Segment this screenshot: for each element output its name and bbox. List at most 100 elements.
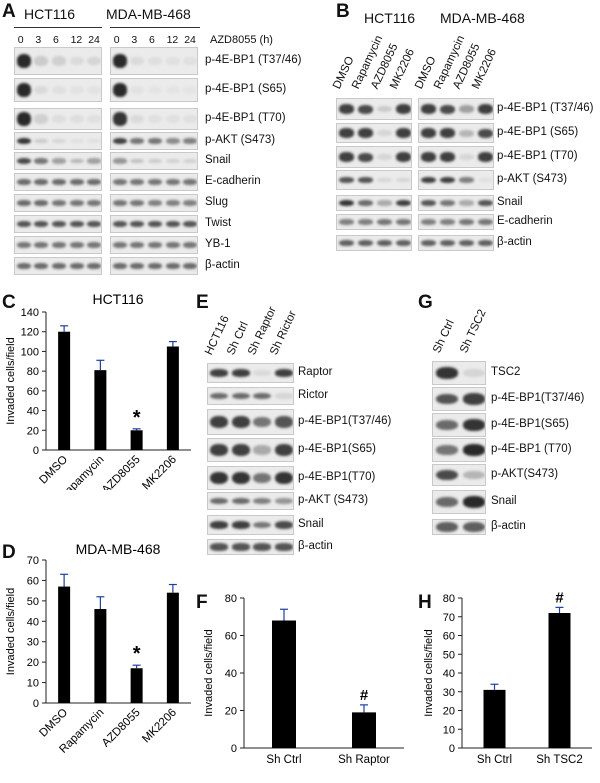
bar: [166, 592, 179, 703]
y-tick-label: 0: [33, 445, 39, 457]
y-axis-label: Invaded cells/field: [5, 337, 17, 424]
band: [112, 179, 127, 185]
blot-strip: [110, 257, 198, 275]
band: [87, 263, 101, 269]
x-tick-label: MK2206: [140, 454, 179, 490]
band: [69, 220, 84, 228]
timepoint-label: 24: [184, 34, 196, 46]
band: [478, 128, 493, 138]
band: [130, 220, 145, 228]
timepoint-label: 6: [149, 34, 155, 46]
blot-strip: [110, 47, 198, 75]
blot-strip: [14, 47, 102, 75]
band: [377, 105, 392, 113]
band: [459, 129, 474, 137]
band: [87, 114, 101, 124]
blot-strip: [418, 123, 494, 143]
y-tick-label: 10: [27, 678, 39, 690]
band: [209, 471, 228, 485]
band: [253, 472, 272, 484]
band: [165, 158, 180, 164]
significance-marker: #: [360, 687, 369, 704]
band: [130, 114, 145, 124]
band: [358, 219, 373, 225]
band: [462, 419, 485, 431]
band: [34, 200, 49, 206]
blot-strip: [432, 519, 486, 535]
y-tick-label: 120: [21, 327, 39, 339]
band: [69, 138, 84, 144]
cell-line-label: HCT116: [24, 6, 76, 22]
band: [34, 114, 49, 124]
band: [459, 200, 474, 206]
band: [69, 263, 84, 269]
y-tick-label: 20: [27, 657, 39, 669]
band: [435, 419, 458, 431]
lane-label: Sh TSC2: [457, 307, 489, 355]
y-tick-label: 80: [27, 366, 39, 378]
band: [462, 496, 485, 508]
band: [52, 263, 66, 269]
band: [87, 200, 101, 206]
chart-title: MDA-MB-468: [76, 541, 161, 557]
row-label: p-AKT(S473): [491, 468, 559, 480]
band: [209, 521, 228, 529]
row-label: Snail: [298, 518, 324, 530]
band: [421, 176, 436, 184]
significance-marker: #: [555, 589, 564, 606]
significance-marker: *: [133, 407, 141, 429]
y-tick-label: 30: [27, 637, 39, 649]
band: [69, 179, 84, 185]
band: [87, 179, 101, 185]
band: [435, 469, 458, 481]
band: [165, 242, 180, 248]
blot-strip: [336, 98, 412, 120]
blot-strip: [336, 146, 412, 168]
band: [183, 179, 197, 185]
row-label: p-4E-BP1 (S65): [205, 83, 287, 95]
band: [34, 263, 49, 269]
band: [130, 56, 145, 66]
x-tick-label: Sh Ctrl: [266, 754, 301, 766]
blot-strip: [14, 215, 102, 233]
band: [358, 104, 373, 114]
band: [209, 497, 228, 505]
bar: [94, 609, 107, 703]
band: [462, 393, 485, 405]
band: [87, 56, 101, 66]
row-label: Slug: [205, 196, 229, 208]
band: [253, 543, 272, 551]
band: [435, 367, 458, 379]
x-tick-label: MK2206: [140, 707, 179, 746]
band: [87, 242, 101, 248]
band: [112, 242, 127, 248]
blot-strip: [336, 123, 412, 143]
band: [275, 369, 293, 377]
band: [183, 114, 197, 124]
blot-strip: [207, 492, 294, 510]
band: [16, 242, 31, 248]
blot-strip: [432, 438, 486, 462]
band: [396, 199, 411, 207]
panel-letter-g: G: [418, 292, 433, 313]
row-label: p-AKT (S473): [205, 134, 276, 146]
blot-strip: [432, 387, 486, 411]
timepoint-label: 12: [70, 34, 83, 46]
row-label: p-4E-BP1(S65): [298, 443, 376, 455]
cell-line-label: MDA-MB-468: [440, 10, 525, 26]
blot-strip: [207, 363, 294, 383]
treatment-label: AZD8055 (h): [210, 34, 273, 46]
band: [396, 219, 411, 225]
band: [253, 416, 272, 428]
band: [148, 220, 162, 228]
band: [69, 158, 84, 164]
blot-strip: [110, 194, 198, 212]
band: [478, 152, 493, 162]
band: [459, 240, 474, 247]
x-tick-label: AZD8055: [100, 454, 143, 490]
row-label: Rictor: [298, 389, 329, 401]
bar-chart-c: HCT116 Invaded cells/field 0 20 40 60 80 100 120…: [5, 291, 191, 490]
band: [462, 444, 485, 456]
band: [165, 138, 180, 144]
blot-strip: [336, 195, 412, 211]
